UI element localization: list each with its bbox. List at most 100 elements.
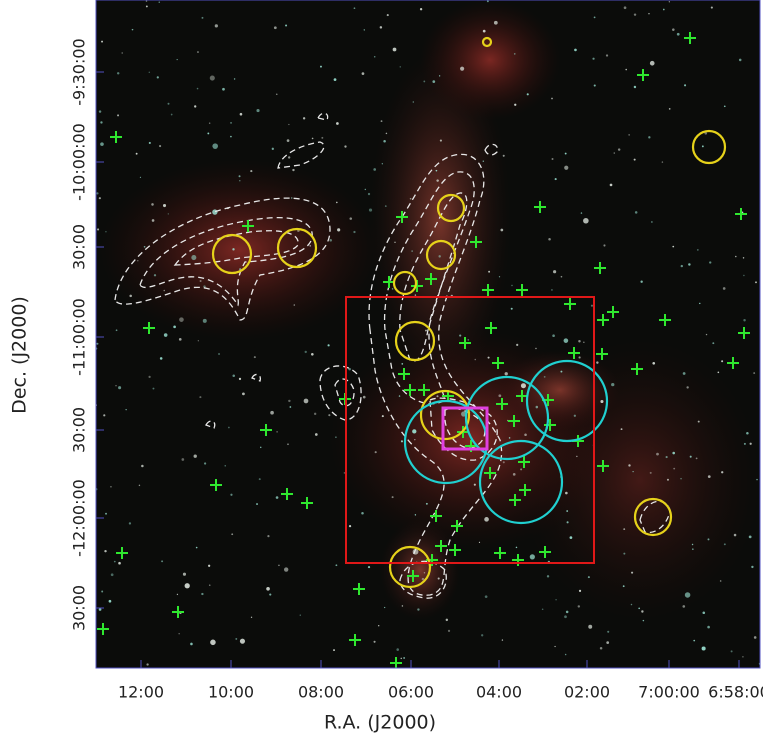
- star: [733, 533, 737, 537]
- star: [128, 522, 132, 525]
- star: [153, 274, 157, 277]
- star: [633, 85, 637, 89]
- star: [600, 399, 604, 404]
- star: [735, 255, 737, 258]
- star: [178, 632, 180, 635]
- star: [649, 60, 655, 66]
- star: [564, 615, 567, 619]
- star: [606, 641, 610, 645]
- star: [701, 646, 706, 651]
- star: [511, 284, 513, 287]
- star: [569, 536, 573, 540]
- star: [135, 152, 138, 155]
- star: [292, 168, 295, 172]
- star: [565, 491, 568, 495]
- star: [630, 603, 633, 606]
- star: [400, 440, 404, 443]
- star: [148, 375, 151, 378]
- star: [267, 535, 270, 538]
- star: [230, 135, 232, 138]
- star: [535, 405, 539, 409]
- star: [309, 245, 312, 247]
- star: [482, 160, 485, 162]
- star: [139, 176, 142, 179]
- star: [362, 395, 366, 399]
- star: [327, 344, 330, 347]
- star: [631, 571, 634, 574]
- y-tick-label: -10:00:00: [70, 123, 89, 201]
- star: [379, 26, 383, 29]
- star: [680, 264, 683, 268]
- star: [97, 228, 100, 231]
- star: [176, 58, 178, 61]
- star: [613, 152, 616, 154]
- star: [287, 443, 289, 446]
- star: [224, 465, 226, 467]
- star: [343, 472, 346, 474]
- star: [335, 564, 338, 567]
- zoom-box: [441, 406, 489, 451]
- star: [190, 642, 193, 646]
- y-tick-label: -11:00:00: [70, 298, 89, 376]
- star: [578, 356, 581, 359]
- star: [738, 58, 742, 62]
- star: [304, 350, 307, 354]
- plot-frame: [95, 0, 761, 669]
- star: [333, 649, 335, 651]
- star: [258, 478, 261, 481]
- star: [253, 356, 256, 359]
- star: [250, 170, 253, 173]
- star: [96, 192, 99, 195]
- star: [438, 75, 441, 77]
- star: [193, 454, 197, 458]
- star: [649, 471, 652, 474]
- star: [191, 254, 197, 261]
- star: [329, 238, 332, 242]
- star: [435, 169, 438, 172]
- star: [508, 437, 511, 439]
- star: [344, 145, 347, 148]
- star: [320, 65, 322, 68]
- star: [484, 595, 488, 598]
- star: [311, 352, 314, 356]
- star: [560, 370, 563, 373]
- star: [583, 341, 585, 343]
- star: [689, 455, 692, 458]
- star: [392, 47, 397, 52]
- star: [118, 561, 121, 565]
- star: [367, 192, 371, 196]
- star: [232, 374, 235, 377]
- star: [742, 257, 745, 259]
- x-tick-label: 04:00: [476, 683, 522, 702]
- star: [756, 478, 758, 481]
- star: [688, 263, 691, 266]
- star: [412, 429, 417, 434]
- star: [672, 28, 675, 31]
- star: [313, 412, 317, 416]
- star: [520, 383, 526, 389]
- star: [666, 478, 669, 481]
- star: [399, 66, 401, 68]
- star: [592, 57, 595, 60]
- star: [710, 6, 713, 9]
- star: [266, 587, 270, 591]
- star: [233, 78, 236, 80]
- star: [184, 583, 190, 589]
- star: [753, 372, 756, 374]
- star: [328, 414, 331, 417]
- star: [648, 13, 650, 15]
- star: [285, 24, 288, 27]
- star: [445, 618, 449, 622]
- star: [208, 564, 211, 567]
- star: [414, 294, 417, 296]
- star: [461, 411, 467, 417]
- star: [137, 260, 139, 262]
- star: [116, 72, 120, 75]
- star: [101, 40, 103, 43]
- star: [145, 0, 148, 2]
- star: [704, 131, 708, 135]
- star: [275, 496, 279, 499]
- star: [425, 329, 427, 332]
- yellow-circles: [211, 36, 727, 589]
